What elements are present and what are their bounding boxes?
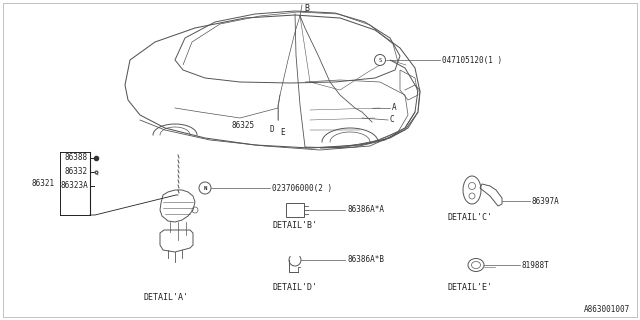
Text: 86323A: 86323A xyxy=(60,181,88,190)
Text: DETAIL'E': DETAIL'E' xyxy=(447,283,493,292)
Text: 86388: 86388 xyxy=(65,154,88,163)
Text: DETAIL'C': DETAIL'C' xyxy=(447,213,493,222)
Text: S: S xyxy=(378,58,381,62)
Text: 86321: 86321 xyxy=(32,179,55,188)
Text: E: E xyxy=(280,128,285,137)
Text: A863001007: A863001007 xyxy=(584,305,630,314)
Text: DETAIL'B': DETAIL'B' xyxy=(273,221,317,230)
Text: D: D xyxy=(269,125,275,134)
Text: DETAIL'A': DETAIL'A' xyxy=(143,293,189,302)
Text: 86332: 86332 xyxy=(65,167,88,177)
Text: A: A xyxy=(392,103,397,113)
Text: 023706000(2 ): 023706000(2 ) xyxy=(272,183,332,193)
Text: 86325: 86325 xyxy=(232,121,255,130)
Text: 86386A*A: 86386A*A xyxy=(347,205,384,214)
Text: 047105120(1 ): 047105120(1 ) xyxy=(442,55,502,65)
Text: C: C xyxy=(390,115,395,124)
Text: 86397A: 86397A xyxy=(532,196,560,205)
Text: 81988T: 81988T xyxy=(522,260,550,269)
Text: DETAIL'D': DETAIL'D' xyxy=(273,283,317,292)
Text: N: N xyxy=(204,186,207,190)
Text: B: B xyxy=(304,4,309,13)
Text: 86386A*B: 86386A*B xyxy=(347,255,384,265)
